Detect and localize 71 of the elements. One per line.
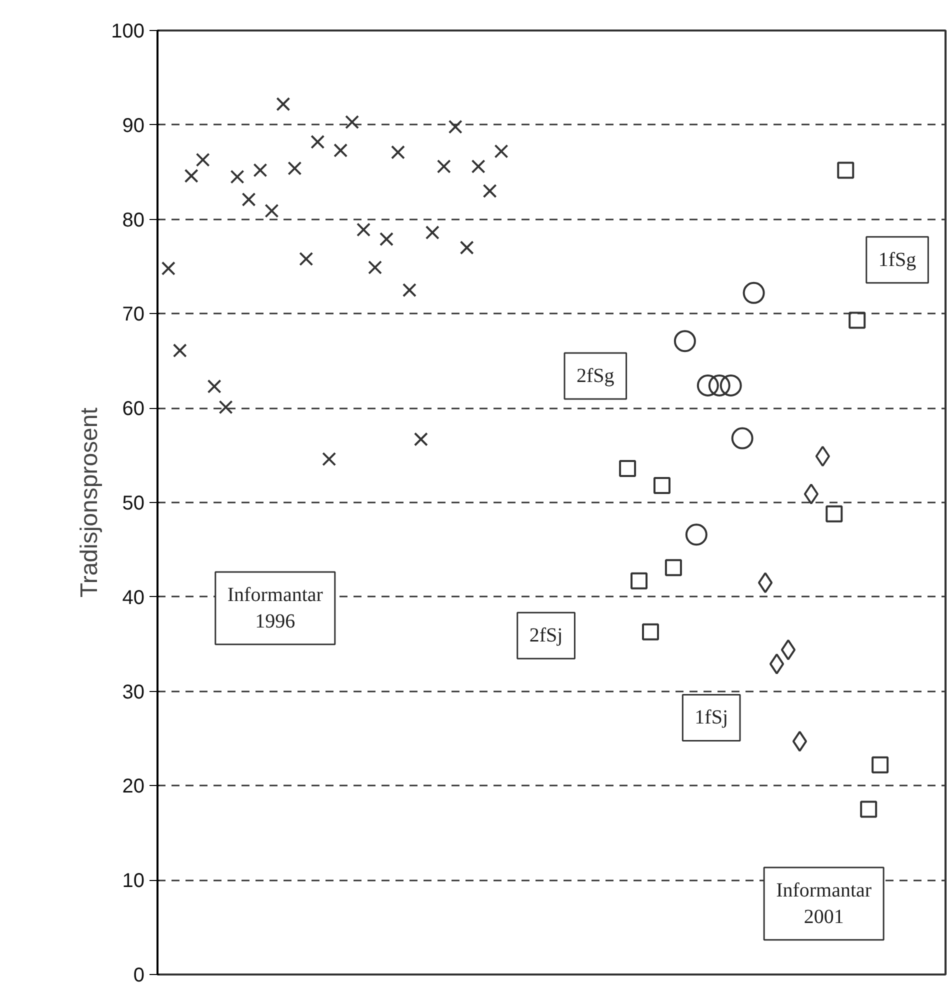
annotation: Informantar 2001 bbox=[776, 880, 872, 928]
point bbox=[230, 170, 244, 184]
point bbox=[804, 484, 819, 505]
point bbox=[345, 115, 360, 130]
point bbox=[826, 505, 843, 522]
point bbox=[653, 477, 670, 494]
point bbox=[161, 261, 176, 276]
point bbox=[218, 400, 233, 414]
y-tick-label: 20 bbox=[122, 776, 145, 798]
y-tick-label: 60 bbox=[122, 398, 145, 420]
point bbox=[402, 283, 416, 298]
point bbox=[780, 639, 796, 660]
y-tick-label: 50 bbox=[122, 492, 145, 514]
point bbox=[742, 282, 765, 304]
point bbox=[494, 144, 508, 158]
point bbox=[460, 240, 474, 255]
y-tick-label: 100 bbox=[111, 20, 145, 42]
point bbox=[379, 232, 394, 246]
annotation: 2fSg bbox=[576, 365, 614, 388]
point bbox=[196, 152, 210, 167]
point bbox=[696, 374, 719, 396]
point bbox=[837, 162, 854, 179]
y-tick-label: 10 bbox=[122, 870, 145, 892]
point bbox=[288, 161, 302, 176]
point bbox=[482, 184, 497, 198]
y-tick-label: 30 bbox=[122, 681, 145, 704]
annotation: 1fSj bbox=[694, 706, 728, 729]
point bbox=[425, 226, 440, 240]
y-tick-label: 40 bbox=[122, 586, 145, 609]
point bbox=[242, 192, 256, 206]
annotation: Informantar 1996 bbox=[227, 584, 324, 632]
point bbox=[630, 572, 648, 590]
point bbox=[276, 97, 290, 112]
point bbox=[299, 252, 314, 266]
point bbox=[815, 446, 830, 467]
point bbox=[414, 432, 428, 446]
point bbox=[334, 143, 348, 158]
point bbox=[769, 653, 784, 674]
point bbox=[731, 427, 754, 450]
point bbox=[368, 260, 382, 274]
point bbox=[471, 159, 486, 174]
point bbox=[253, 163, 268, 178]
point bbox=[848, 312, 866, 329]
point bbox=[619, 460, 636, 478]
y-tick-label: 70 bbox=[122, 304, 145, 326]
y-tick-label: 80 bbox=[122, 209, 145, 232]
point bbox=[264, 204, 279, 218]
y-tick-label: 0 bbox=[133, 964, 144, 986]
point bbox=[758, 572, 773, 594]
point bbox=[642, 623, 659, 640]
annotation: 1fSg bbox=[878, 248, 916, 271]
point bbox=[436, 159, 451, 174]
point bbox=[872, 756, 889, 774]
point bbox=[720, 374, 742, 396]
point bbox=[792, 730, 808, 752]
point bbox=[322, 452, 336, 466]
point bbox=[356, 222, 371, 237]
point bbox=[860, 800, 878, 818]
point bbox=[708, 374, 730, 396]
point bbox=[172, 344, 187, 358]
point bbox=[184, 168, 198, 183]
point bbox=[390, 145, 405, 160]
point bbox=[664, 559, 682, 576]
point bbox=[310, 134, 325, 149]
point bbox=[674, 330, 696, 352]
annotation: 2fSj bbox=[529, 624, 563, 647]
y-tick-label: 90 bbox=[122, 114, 145, 137]
point bbox=[685, 524, 708, 546]
point bbox=[207, 379, 222, 394]
point bbox=[448, 120, 462, 134]
y-axis-title: Tradisjonsprosent bbox=[76, 407, 104, 598]
